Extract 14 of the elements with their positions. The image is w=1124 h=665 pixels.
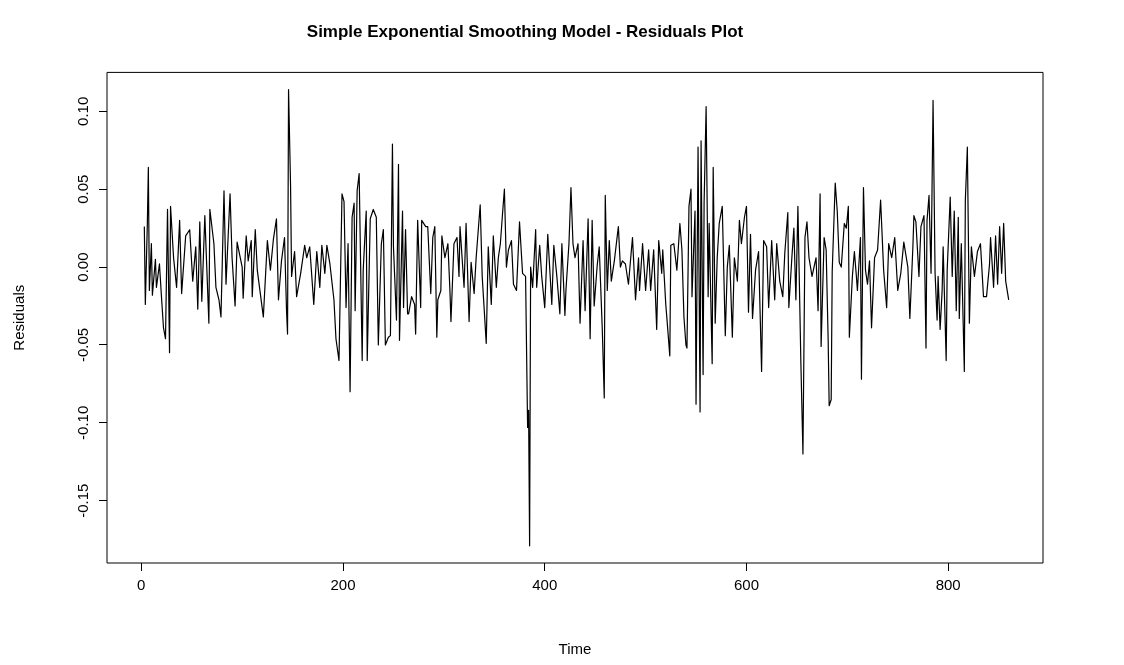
x-tick-label: 800 xyxy=(935,576,961,594)
x-axis-title: Time xyxy=(558,640,592,658)
y-tick-label: 0.00 xyxy=(73,252,91,282)
y-tick-label: 0.10 xyxy=(73,96,91,126)
y-axis-title: Residuals xyxy=(10,284,28,351)
x-tick-label: 0 xyxy=(137,576,146,594)
chart-title: Simple Exponential Smoothing Model - Residuals Plot xyxy=(306,21,744,41)
y-tick-label: -0.10 xyxy=(73,405,91,440)
y-tick-label: 0.05 xyxy=(73,174,91,204)
x-tick-label: 600 xyxy=(733,576,759,594)
y-tick-label: -0.15 xyxy=(73,483,91,518)
x-tick-label: 400 xyxy=(532,576,558,594)
x-tick-label: 200 xyxy=(330,576,356,594)
y-tick-label: -0.05 xyxy=(73,327,91,363)
